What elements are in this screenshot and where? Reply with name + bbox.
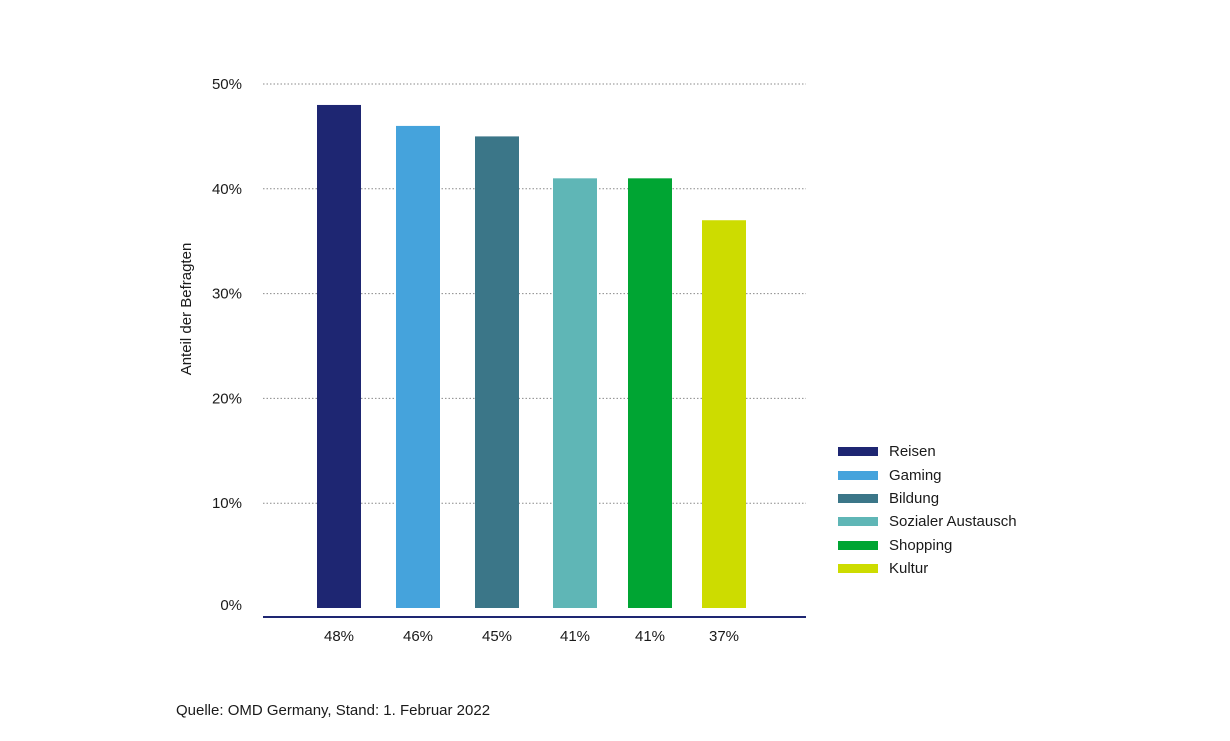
legend-label: Shopping [889,536,953,554]
y-axis-ticks: 0% 10% 20% 30% 40% 50% [212,76,242,614]
legend-label: Sozialer Austausch [889,513,1017,531]
legend-swatch [838,447,878,457]
legend-item: Kultur [838,557,1017,580]
y-tick-label: 20% [212,390,242,407]
legend-swatch [838,493,878,503]
bar-value-label: 37% [709,628,739,645]
y-axis-title: Anteil der Befragten [178,243,195,376]
legend-label: Reisen [889,443,936,461]
bar-kultur [702,220,746,609]
legend-swatch [838,564,878,574]
legend-item: Gaming [838,463,1017,486]
bar-shopping [628,178,672,608]
bar-value-label: 46% [403,628,433,645]
bar-value-label: 41% [635,628,665,645]
bar-value-label: 45% [482,628,512,645]
source-note: Quelle: OMD Germany, Stand: 1. Februar 2… [176,702,491,719]
y-tick-label: 50% [212,76,242,93]
legend-swatch [838,540,878,550]
bar-sozialer-austausch [553,178,597,608]
legend-label: Kultur [889,560,929,578]
legend-label: Bildung [889,489,940,507]
y-tick-label: 10% [212,495,242,512]
y-tick-label: 0% [220,597,242,614]
bar-value-label: 41% [560,628,590,645]
bar-gaming [396,125,440,609]
y-tick-label: 40% [212,181,242,198]
legend-item: Reisen [838,440,1017,463]
legend-item: Sozialer Austausch [838,510,1017,533]
bar-reisen [317,104,361,609]
legend-swatch [838,470,878,480]
bar-bildung [475,136,519,608]
bars [317,104,746,609]
legend: Reisen Gaming Bildung Sozialer Austausch Sho… [838,440,1017,580]
legend-label: Gaming [889,466,942,484]
bar-value-labels: 48% 46% 45% 41% 41% 37% [324,628,739,645]
legend-item: Bildung [838,487,1017,510]
legend-swatch [838,517,878,527]
bar-value-label: 48% [324,628,354,645]
legend-item: Shopping [838,534,1017,557]
y-tick-label: 30% [212,286,242,303]
